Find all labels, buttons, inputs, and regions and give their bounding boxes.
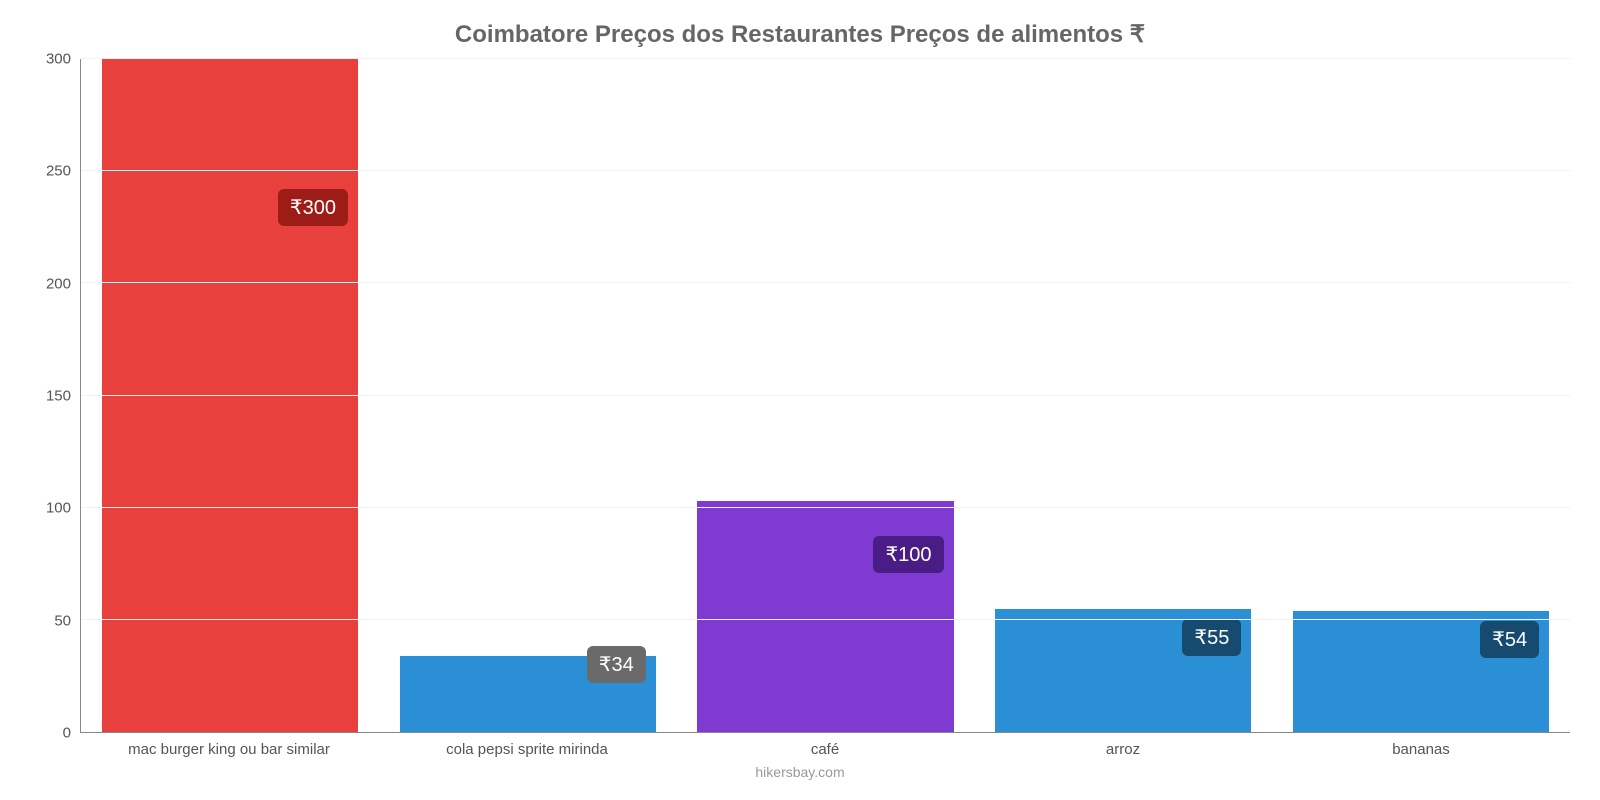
bar: ₹55 (995, 609, 1251, 732)
price-bar-chart: Coimbatore Preços dos Restaurantes Preço… (30, 20, 1570, 780)
grid-line (81, 170, 1570, 171)
value-badge: ₹100 (873, 536, 943, 573)
grid-line (81, 58, 1570, 59)
chart-footer: hikersbay.com (30, 758, 1570, 780)
y-axis: 050100150200250300 (30, 59, 80, 733)
x-label: bananas (1272, 733, 1570, 758)
bar-slot: ₹34 (379, 59, 677, 732)
grid-line (81, 619, 1570, 620)
bar-slot: ₹100 (677, 59, 975, 732)
x-axis-labels: mac burger king ou bar similarcola pepsi… (80, 733, 1570, 758)
value-badge: ₹34 (587, 646, 646, 683)
value-badge: ₹300 (278, 189, 348, 226)
y-tick: 300 (46, 51, 71, 68)
x-label: cola pepsi sprite mirinda (378, 733, 676, 758)
plot-area: ₹300 ₹34 ₹100 ₹55 ₹54 (80, 59, 1570, 733)
y-tick: 0 (63, 725, 71, 742)
y-tick: 250 (46, 163, 71, 180)
value-badge: ₹54 (1480, 621, 1539, 658)
grid-line (81, 282, 1570, 283)
grid-line (81, 395, 1570, 396)
x-label: mac burger king ou bar similar (80, 733, 378, 758)
y-tick: 200 (46, 275, 71, 292)
y-tick: 50 (54, 612, 71, 629)
bar-slot: ₹55 (974, 59, 1272, 732)
bar-slot: ₹300 (81, 59, 379, 732)
y-tick: 100 (46, 500, 71, 517)
bar: ₹34 (400, 656, 656, 732)
y-tick: 150 (46, 388, 71, 405)
x-label: café (676, 733, 974, 758)
bar-slot: ₹54 (1272, 59, 1570, 732)
bar: ₹300 (102, 59, 358, 732)
bar: ₹100 (697, 501, 953, 732)
grid-line (81, 507, 1570, 508)
bar: ₹54 (1293, 611, 1549, 732)
value-badge: ₹55 (1182, 619, 1241, 656)
chart-title: Coimbatore Preços dos Restaurantes Preço… (30, 20, 1570, 49)
plot-row: 050100150200250300 ₹300₹34₹100₹55₹54 (30, 59, 1570, 733)
x-label: arroz (974, 733, 1272, 758)
bars-container: ₹300 ₹34 ₹100 ₹55 ₹54 (81, 59, 1570, 732)
